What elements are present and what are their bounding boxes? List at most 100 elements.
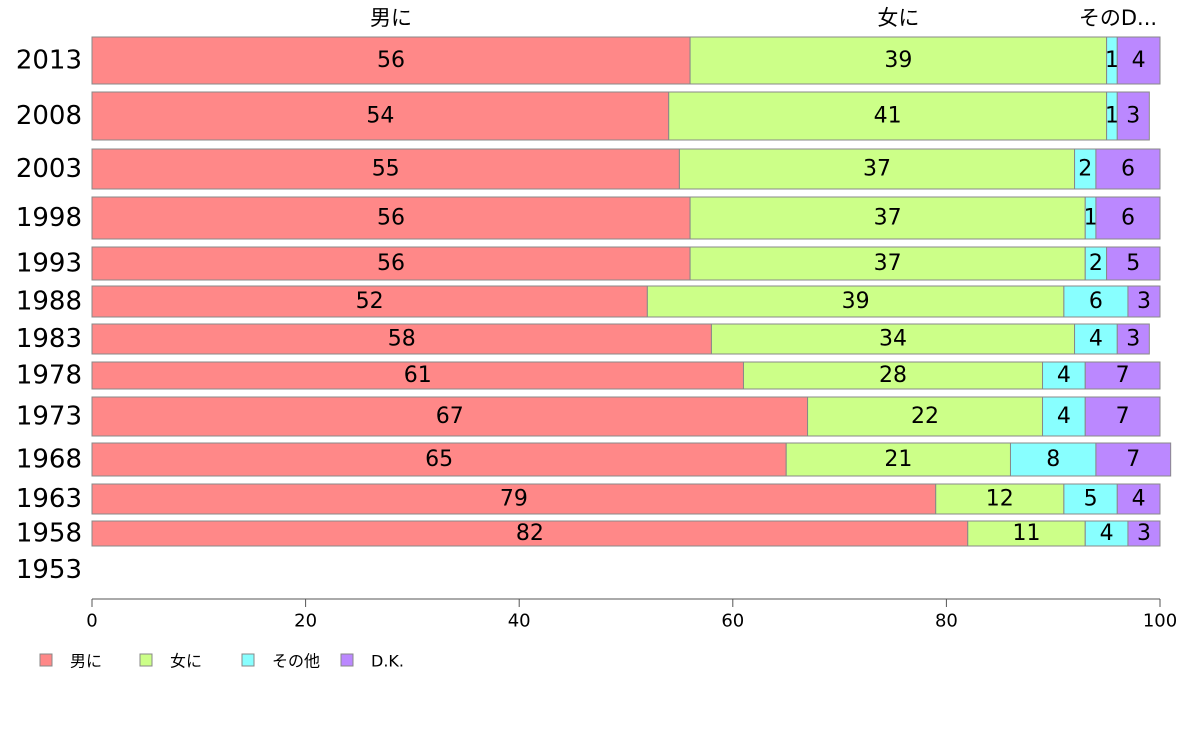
bar-1958-1 [967,520,1086,547]
data-label-1968-0: 65 [425,447,453,472]
data-label-1993-3: 5 [1126,251,1140,276]
x-tick-label-80: 80 [935,611,958,632]
bar-1998-3 [1095,196,1161,240]
bar-1963-2 [1063,483,1118,515]
x-tick-label-40: 40 [508,611,531,632]
data-label-1983-0: 58 [388,327,416,352]
data-label-1968-3: 7 [1126,447,1140,472]
data-label-2013-1: 39 [884,48,912,73]
bar-1978-2 [1042,361,1086,390]
legend-swatch-2 [241,653,255,667]
y-tick-label-2003: 2003 [16,154,82,184]
data-label-2003-0: 55 [372,157,400,182]
data-label-1978-2: 4 [1057,363,1071,388]
y-tick-label-1963: 1963 [16,484,82,514]
data-label-2003-1: 37 [863,157,891,182]
y-tick-label-1958: 1958 [16,519,82,549]
bar-1983-1 [710,323,1076,355]
data-label-1958-1: 11 [1013,521,1041,546]
bar-2008-1 [668,91,1108,141]
data-label-1983-1: 34 [879,327,907,352]
x-tick-label-100: 100 [1143,611,1177,632]
y-tick-label-1983: 1983 [16,324,82,354]
data-label-1983-3: 3 [1126,327,1140,352]
bar-2003-1 [678,148,1076,190]
bar-1988-2 [1063,285,1129,318]
bar-2013-0 [91,36,691,85]
y-tick-label-1968: 1968 [16,445,82,475]
data-label-1963-0: 79 [500,487,528,512]
legend-swatch-0 [39,653,53,667]
bar-1963-0 [91,483,937,515]
data-label-1988-0: 52 [356,289,384,314]
data-label-1983-2: 4 [1089,327,1103,352]
bar-1978-3 [1084,361,1161,390]
bar-2003-3 [1095,148,1161,190]
y-tick-labels: 2013 2008 2003 1998 1993 1988 1983 1978 1973 1968… [16,46,82,586]
bar-1988-3 [1127,285,1161,318]
bar-2013-3 [1116,36,1161,85]
data-label-1963-1: 12 [986,487,1014,512]
y-tick-label-1953: 1953 [16,555,82,585]
bar-1983-2 [1074,323,1118,355]
bar-1988-1 [646,285,1065,318]
data-label-1993-0: 56 [377,251,405,276]
data-label-2013-2: 1 [1105,48,1119,73]
data-label-1988-3: 3 [1137,289,1151,314]
bar-1968-2 [1009,442,1097,477]
data-label-1973-1: 22 [911,404,939,429]
y-tick-label-1993: 1993 [16,249,82,279]
data-label-1998-0: 56 [377,206,405,231]
legend-label-1: 女に [170,652,202,671]
data-label-2003-2: 2 [1078,157,1092,182]
bar-1983-3 [1116,323,1150,355]
data-label-1973-3: 7 [1116,404,1130,429]
data-label-1958-3: 3 [1137,521,1151,546]
legend-label-3: D.K. [371,652,404,671]
bar-1973-0 [91,396,809,437]
data-label-1988-1: 39 [842,289,870,314]
bar-1983-0 [91,323,712,355]
y-tick-label-1978: 1978 [16,361,82,391]
data-label-2013-3: 4 [1132,48,1146,73]
bar-1993-0 [91,246,691,281]
data-label-1993-2: 2 [1089,251,1103,276]
legend-swatch-3 [340,653,354,667]
bar-2003-0 [91,148,680,190]
data-label-1993-1: 37 [874,251,902,276]
data-label-2008-3: 3 [1126,104,1140,129]
data-label-1998-2: 1 [1084,206,1098,231]
top-label-2: そのD... [1079,6,1157,30]
legend-label-2: その他 [272,652,320,671]
data-label-1968-1: 21 [884,447,912,472]
bar-1998-1 [689,196,1086,240]
y-tick-label-1988: 1988 [16,287,82,317]
data-label-2008-0: 54 [366,104,394,129]
y-tick-label-1973: 1973 [16,402,82,432]
data-label-1998-3: 6 [1121,206,1135,231]
data-label-1978-3: 7 [1116,363,1130,388]
data-label-1973-2: 4 [1057,404,1071,429]
x-tick-label-0: 0 [86,611,97,632]
data-label-2008-2: 1 [1105,104,1119,129]
y-tick-label-1998: 1998 [16,203,82,233]
bars: 56 39 1 454 41 1 355 37 2 656 37 1 656 37 2 552 39 6 358 34… [91,36,1172,547]
data-label-1988-2: 6 [1089,289,1103,314]
data-label-2008-1: 41 [874,104,902,129]
legend-label-0: 男に [70,652,102,671]
bar-1958-3 [1127,520,1161,547]
bar-1973-3 [1084,396,1161,437]
bar-1968-0 [91,442,787,477]
data-label-1968-2: 8 [1046,447,1060,472]
bar-1988-0 [91,285,648,318]
data-label-1978-1: 28 [879,363,907,388]
bar-1998-0 [91,196,691,240]
data-label-1958-0: 82 [516,521,544,546]
top-label-0: 男に [370,6,412,30]
data-label-1963-2: 5 [1084,487,1098,512]
x-tick-label-60: 60 [721,611,744,632]
data-label-1973-0: 67 [436,404,464,429]
x-tick-label-20: 20 [294,611,317,632]
top-labels: 男に 女に そのD... [370,6,1157,30]
